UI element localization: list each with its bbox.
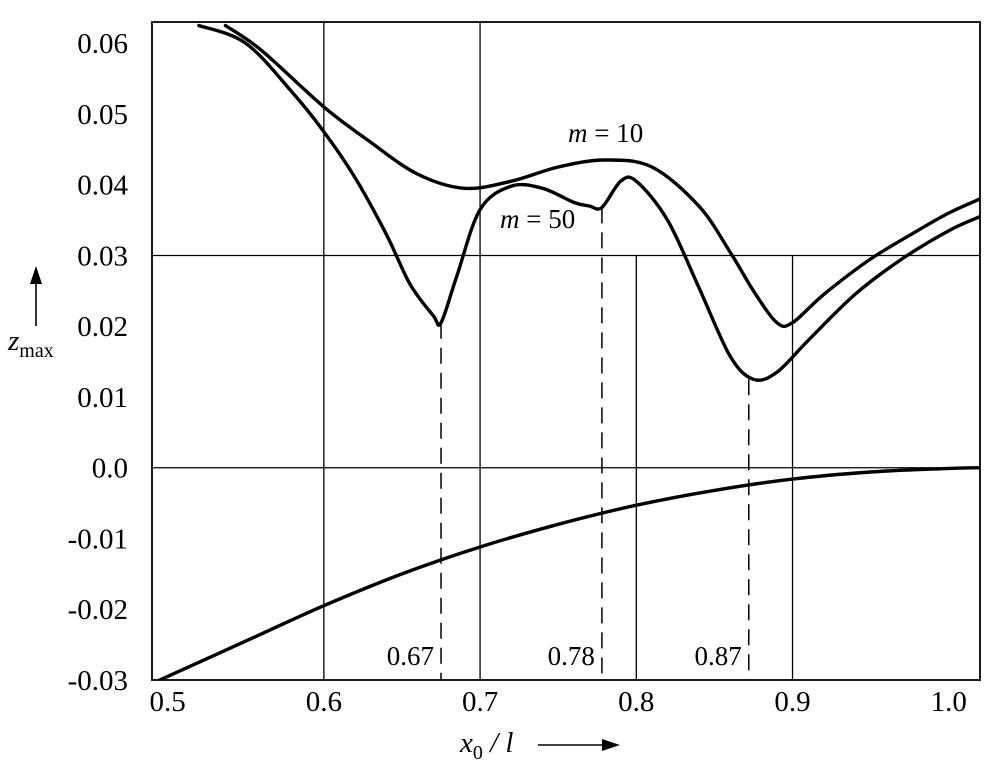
- y-tick-label: -0.01: [68, 523, 128, 555]
- y-tick-label: 0.01: [77, 382, 128, 414]
- x-tick-label: 0.7: [462, 686, 498, 718]
- x-tick-label: 0.6: [306, 686, 342, 718]
- y-tick-label: 0.05: [77, 99, 128, 131]
- x-tick-label: 1.0: [931, 686, 967, 718]
- series-line-m50: [197, 23, 980, 382]
- y-tick-label: 0.0: [92, 453, 128, 485]
- x-tick-label: 0.8: [618, 686, 654, 718]
- x-tick-label: 0.9: [774, 686, 810, 718]
- x-tick-labels: 0.5 0.6 0.7 0.8 0.9 1.0: [149, 686, 966, 718]
- series-line-m10: [223, 23, 980, 329]
- series-label-m50: m = 50: [500, 204, 575, 234]
- series-lines: [155, 23, 980, 680]
- marker-lines: [440, 207, 750, 680]
- y-axis-title: zmax: [7, 266, 54, 362]
- y-tick-label: 0.02: [77, 311, 128, 343]
- x-axis-label-sub: 0: [473, 742, 483, 764]
- y-tick-label: -0.02: [68, 594, 128, 626]
- series-label-m10: m = 10: [568, 118, 643, 148]
- y-axis-label-main: z: [7, 325, 19, 357]
- y-tick-labels: 0.06 0.05 0.04 0.03 0.02 0.01 0.0 -0.01 -0.02 -0.…: [68, 28, 129, 697]
- marker-label: 0.67: [387, 641, 434, 671]
- series-label-m50-eq: = 50: [520, 204, 576, 234]
- grid-lines: [152, 22, 980, 680]
- x-tick-label: 0.5: [149, 686, 185, 718]
- marker-label: 0.78: [548, 641, 595, 671]
- x-axis-arrow-icon: [602, 739, 620, 751]
- series-line-static: [155, 466, 980, 680]
- y-axis-label-sub: max: [19, 340, 53, 362]
- x-axis-title: x0 / l: [459, 727, 620, 764]
- y-axis-label: zmax: [7, 325, 54, 362]
- y-tick-label: 0.06: [77, 28, 128, 60]
- y-axis-arrow-icon: [30, 266, 42, 284]
- x-axis-label: x0 / l: [459, 727, 514, 764]
- y-tick-label: 0.03: [77, 240, 128, 272]
- series-label-m10-m: m: [568, 118, 588, 148]
- marker-label: 0.87: [695, 641, 742, 671]
- series-label-m50-m: m: [500, 204, 520, 234]
- y-tick-label: -0.03: [68, 665, 128, 697]
- x-axis-label-main: x: [459, 727, 473, 759]
- x-axis-label-suffix: / l: [483, 727, 514, 759]
- y-tick-label: 0.04: [77, 170, 128, 202]
- series-label-m10-eq: = 10: [588, 118, 644, 148]
- marker-labels: 0.67 0.78 0.87: [387, 641, 742, 671]
- plot-frame: [151, 21, 981, 681]
